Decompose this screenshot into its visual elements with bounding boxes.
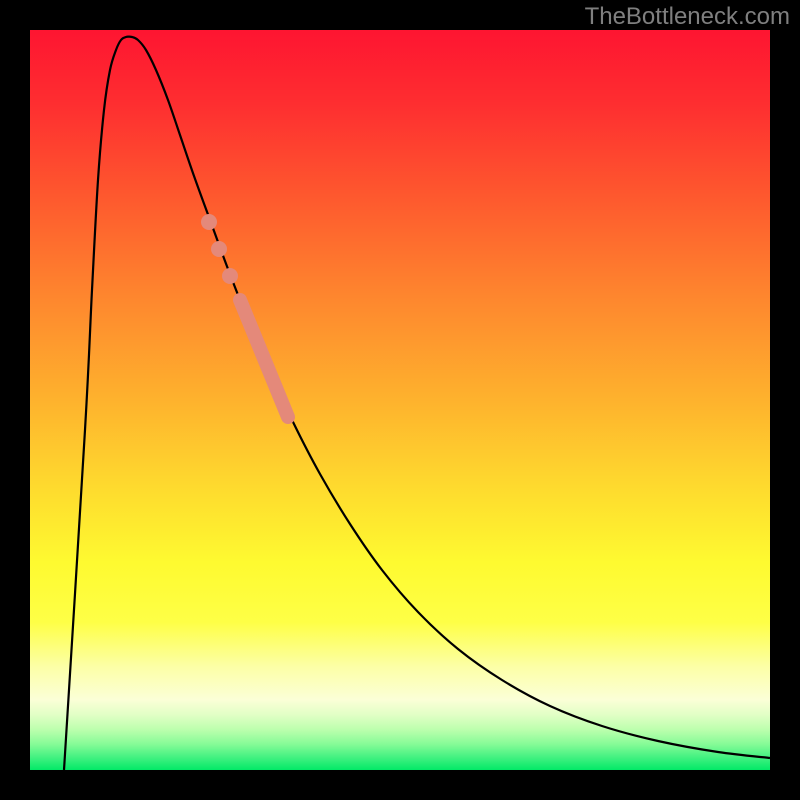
highlight-dot <box>222 268 238 284</box>
chart-container: TheBottleneck.com <box>0 0 800 800</box>
bottleneck-chart: TheBottleneck.com <box>0 0 800 800</box>
highlight-dot <box>201 214 217 230</box>
watermark-text: TheBottleneck.com <box>585 3 790 30</box>
chart-background-gradient <box>30 30 770 770</box>
highlight-dot <box>211 241 227 257</box>
